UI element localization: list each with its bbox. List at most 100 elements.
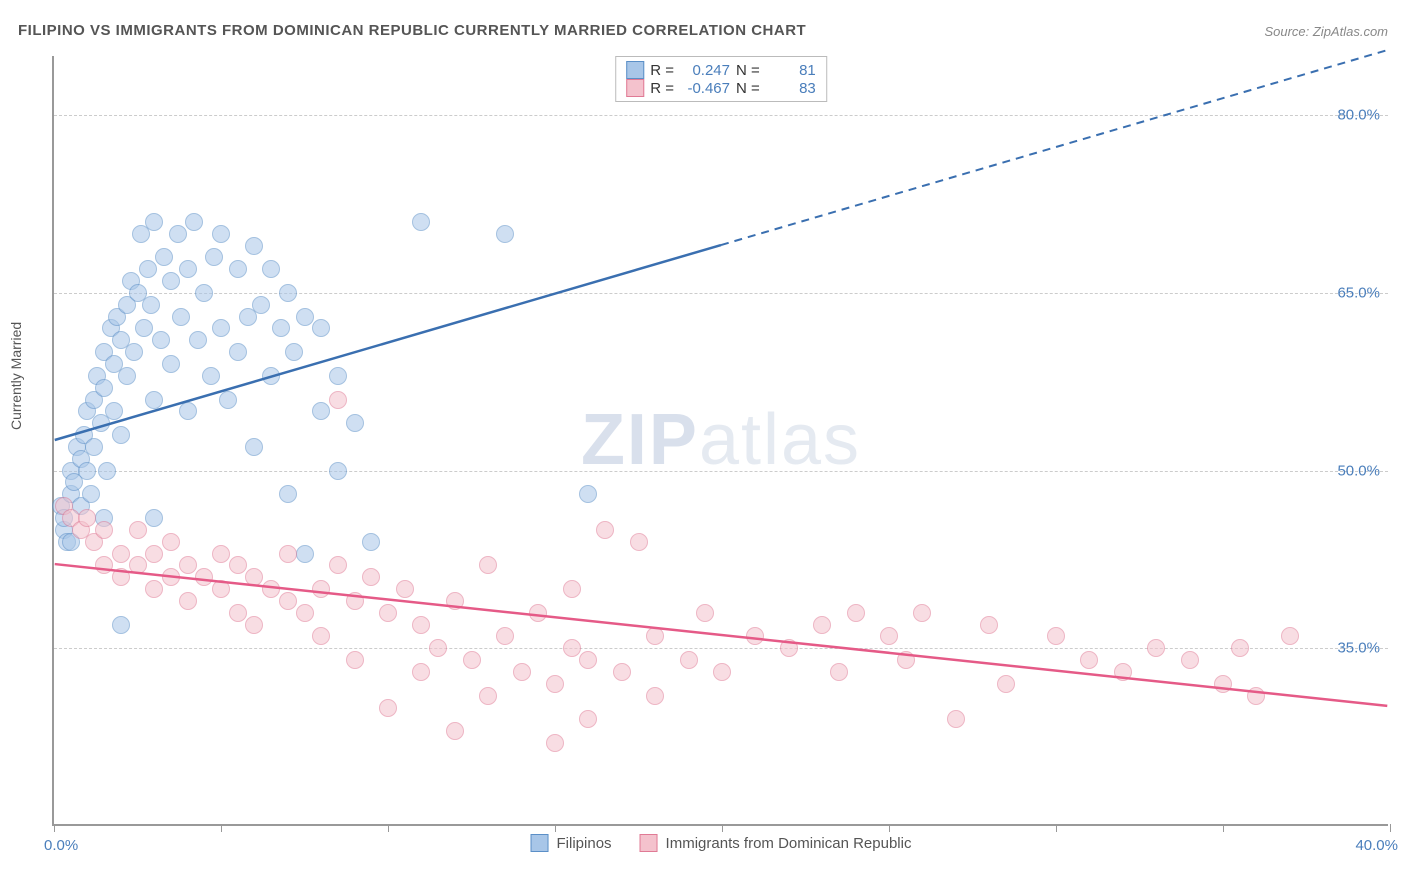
data-point (162, 272, 180, 290)
data-point (112, 426, 130, 444)
gridline (54, 293, 1388, 294)
data-point (162, 533, 180, 551)
x-tick (889, 824, 890, 832)
y-axis-label: Currently Married (8, 322, 24, 430)
data-point (947, 710, 965, 728)
swatch-series-2 (626, 79, 644, 97)
data-point (229, 260, 247, 278)
stats-row-1: R = 0.247 N = 81 (626, 61, 816, 79)
x-tick (1223, 824, 1224, 832)
data-point (95, 521, 113, 539)
x-tick (1056, 824, 1057, 832)
data-point (145, 580, 163, 598)
data-point (696, 604, 714, 622)
data-point (82, 485, 100, 503)
data-point (446, 592, 464, 610)
watermark-bold: ZIP (581, 400, 699, 480)
data-point (296, 545, 314, 563)
data-point (496, 225, 514, 243)
data-point (312, 402, 330, 420)
data-point (78, 509, 96, 527)
data-point (189, 331, 207, 349)
x-tick (54, 824, 55, 832)
data-point (446, 722, 464, 740)
data-point (212, 225, 230, 243)
data-point (129, 556, 147, 574)
data-point (245, 438, 263, 456)
legend-item-1: Filipinos (531, 834, 612, 852)
data-point (202, 367, 220, 385)
data-point (135, 319, 153, 337)
data-point (279, 284, 297, 302)
data-point (105, 402, 123, 420)
data-point (1114, 663, 1132, 681)
data-point (169, 225, 187, 243)
data-point (185, 213, 203, 231)
data-point (179, 260, 197, 278)
data-point (142, 296, 160, 314)
data-point (179, 402, 197, 420)
data-point (362, 533, 380, 551)
data-point (229, 343, 247, 361)
data-point (179, 592, 197, 610)
x-tick (722, 824, 723, 832)
data-point (847, 604, 865, 622)
data-point (579, 710, 597, 728)
data-point (980, 616, 998, 634)
data-point (85, 438, 103, 456)
data-point (412, 663, 430, 681)
data-point (129, 521, 147, 539)
stats-row-2: R = -0.467 N = 83 (626, 79, 816, 97)
n-label: N = (736, 62, 760, 79)
data-point (329, 391, 347, 409)
data-point (195, 284, 213, 302)
data-point (346, 414, 364, 432)
gridline (54, 115, 1388, 116)
plot-area: ZIPatlas 35.0%50.0%65.0%80.0% R = 0.247 … (52, 56, 1388, 826)
data-point (329, 556, 347, 574)
data-point (1047, 627, 1065, 645)
data-point (346, 651, 364, 669)
data-point (155, 248, 173, 266)
data-point (1281, 627, 1299, 645)
data-point (272, 319, 290, 337)
r-value-1: 0.247 (680, 62, 730, 79)
data-point (245, 568, 263, 586)
data-point (212, 545, 230, 563)
data-point (1247, 687, 1265, 705)
r-label: R = (650, 62, 674, 79)
data-point (379, 604, 397, 622)
stats-legend: R = 0.247 N = 81 R = -0.467 N = 83 (615, 56, 827, 102)
data-point (429, 639, 447, 657)
data-point (279, 592, 297, 610)
data-point (139, 260, 157, 278)
data-point (463, 651, 481, 669)
data-point (262, 367, 280, 385)
data-point (880, 627, 898, 645)
n-value-2: 83 (766, 80, 816, 97)
swatch-series-1 (626, 61, 644, 79)
legend-label-1: Filipinos (557, 835, 612, 852)
data-point (563, 639, 581, 657)
y-tick-label: 80.0% (1337, 107, 1380, 124)
data-point (78, 462, 96, 480)
data-point (362, 568, 380, 586)
data-point (613, 663, 631, 681)
data-point (379, 699, 397, 717)
x-tick (221, 824, 222, 832)
data-point (546, 675, 564, 693)
data-point (579, 485, 597, 503)
n-value-1: 81 (766, 62, 816, 79)
data-point (205, 248, 223, 266)
data-point (312, 627, 330, 645)
r-label: R = (650, 80, 674, 97)
data-point (219, 391, 237, 409)
data-point (579, 651, 597, 669)
data-point (262, 260, 280, 278)
data-point (229, 556, 247, 574)
data-point (563, 580, 581, 598)
data-point (229, 604, 247, 622)
data-point (296, 308, 314, 326)
data-point (1080, 651, 1098, 669)
data-point (897, 651, 915, 669)
